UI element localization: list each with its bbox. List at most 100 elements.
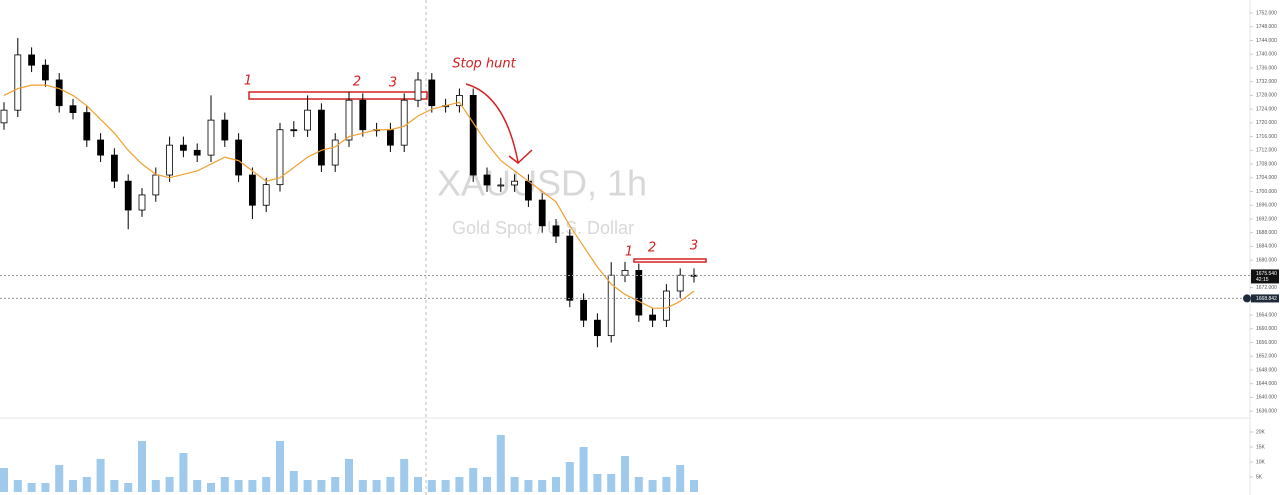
volume-bar (0, 468, 8, 492)
volume-bar (55, 465, 64, 492)
candle-body (663, 290, 670, 321)
candle-body (42, 64, 49, 81)
volume-tick-label: 5K (1256, 474, 1263, 480)
candle-body (469, 95, 477, 176)
volume-bar (276, 441, 284, 492)
candle-body (621, 270, 629, 276)
volume-bar (524, 480, 533, 492)
candle-body (235, 139, 243, 176)
volume-bar (676, 465, 685, 492)
y-tick-label: 1672.000 (1256, 285, 1277, 291)
candle-body (345, 99, 353, 141)
candle-body (359, 99, 367, 131)
countdown-label: 42:15 (1256, 277, 1269, 283)
resistance-box (633, 258, 707, 263)
candle-body (511, 180, 519, 186)
y-tick-label: 1728.000 (1256, 93, 1277, 99)
candle-body (455, 95, 463, 107)
candle-body (221, 119, 229, 141)
candle-body (179, 144, 187, 151)
volume-bar (151, 480, 160, 492)
volume-bar (234, 480, 243, 492)
annotation: 3 (690, 239, 698, 254)
volume-bar (193, 480, 202, 492)
volume-bar (386, 477, 395, 492)
volume-tick-label: 10K (1256, 459, 1266, 465)
volume-bar (331, 477, 340, 492)
y-tick-label: 1712.000 (1256, 148, 1277, 154)
volume-bar (69, 480, 77, 492)
candle-body (276, 129, 284, 186)
candle-body (97, 139, 104, 156)
volume-bar (662, 477, 671, 492)
volume-bar (483, 477, 491, 492)
volume-bar (248, 480, 257, 492)
candle-body (207, 119, 215, 156)
annotation: 1 (625, 245, 633, 260)
volume-bar (303, 480, 312, 492)
marker-price-tag (1251, 294, 1279, 303)
y-tick-label: 1696.000 (1256, 203, 1277, 209)
volume-bar (427, 480, 436, 492)
candle-body (538, 199, 546, 227)
y-tick-label: 1660.000 (1256, 326, 1277, 332)
candle-body (525, 180, 532, 201)
y-tick-label: 1648.000 (1256, 367, 1277, 373)
candle-body (166, 144, 174, 176)
candle-body (290, 129, 298, 132)
volume-bar (207, 483, 215, 492)
candle-body (317, 109, 325, 166)
candle-body (428, 79, 436, 107)
volume-bar (469, 468, 478, 492)
y-tick-label: 1636.000 (1256, 408, 1277, 414)
annotation: 2 (353, 75, 361, 90)
volume-bar (262, 477, 271, 492)
y-tick-label: 1684.000 (1256, 244, 1277, 250)
volume-bar (690, 480, 698, 492)
volume-bar (13, 480, 22, 492)
volume-tick-label: 15K (1256, 444, 1266, 450)
volume-bar (634, 477, 643, 492)
y-tick-label: 1720.000 (1256, 120, 1277, 126)
candle-body (649, 314, 656, 321)
volume-bar (317, 480, 326, 492)
candle-body (0, 109, 8, 124)
candle-body (262, 184, 270, 206)
y-tick-label: 1740.000 (1256, 52, 1277, 58)
volume-bar (165, 477, 174, 492)
y-tick-label: 1716.000 (1256, 134, 1277, 140)
plot: 1636.000 1640.000 1644.000 1648.000 1652.000… (0, 10, 1279, 492)
volume-bar (593, 474, 602, 492)
volume-bar (607, 474, 616, 492)
annotation: 3 (389, 76, 397, 91)
candle-body (386, 129, 394, 146)
volume-bar (455, 477, 464, 492)
volume-bar (565, 462, 574, 492)
volume-bar (414, 477, 422, 492)
last-price-tag (1251, 269, 1279, 284)
candle-body (414, 79, 422, 101)
y-tick-label: 1688.000 (1256, 230, 1277, 236)
volume-bar (124, 483, 133, 492)
volume-bar (96, 459, 105, 492)
candle-body (28, 54, 36, 66)
candle-body (83, 112, 91, 141)
candle-body (497, 184, 505, 187)
candle-body (635, 270, 643, 316)
candle-body (111, 154, 118, 182)
volume-bar (648, 480, 657, 492)
volume-bar (538, 480, 547, 492)
y-tick-label: 1732.000 (1256, 79, 1277, 85)
volume-bar (110, 480, 119, 492)
y-tick-label: 1752.000 (1256, 10, 1277, 16)
candle-body (14, 54, 22, 111)
candle-body (55, 79, 63, 107)
candle-body (594, 319, 601, 337)
y-tick-label: 1680.000 (1256, 257, 1277, 263)
y-tick-label: 1744.000 (1256, 38, 1277, 44)
marker-icon (1243, 294, 1251, 303)
y-tick-label: 1644.000 (1256, 381, 1277, 387)
volume-bar (345, 459, 353, 492)
